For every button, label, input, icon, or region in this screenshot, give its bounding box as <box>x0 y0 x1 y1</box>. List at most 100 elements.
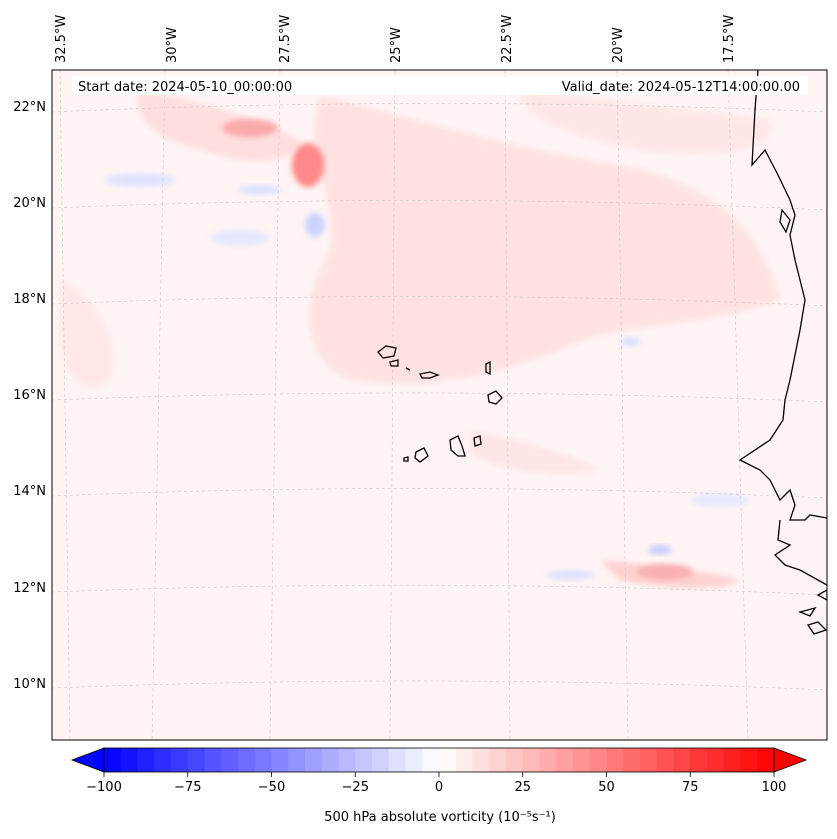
colorbar-cell <box>455 748 473 772</box>
cape-verde-island-fogo <box>414 447 429 463</box>
longitude-label: 17.5°W <box>722 15 737 63</box>
colorbar-cell <box>388 748 406 772</box>
colorbar-cell <box>673 748 691 772</box>
colorbar-tick-label: −75 <box>174 780 201 795</box>
date-header-background <box>72 76 808 95</box>
colorbar-label: 500 hPa absolute vorticity (10⁻⁵s⁻¹) <box>324 810 556 825</box>
colorbar-cell <box>539 748 557 772</box>
colorbar-cell <box>690 748 708 772</box>
colorbar-cell <box>204 748 222 772</box>
colorbar-ticks: −100 −75 −50 −25 0 25 50 75 100 <box>86 772 786 795</box>
coastal-island <box>779 208 791 234</box>
cape-verde-island-santa-luzia <box>405 367 411 371</box>
cape-verde-island-boa-vista <box>487 390 503 405</box>
coastlines <box>377 70 827 635</box>
colorbar-cell <box>573 748 591 772</box>
colorbar-cell <box>355 748 373 772</box>
colorbar: −100 −75 −50 −25 0 25 50 75 100 500 hPa absolute… <box>70 747 808 825</box>
start-date-label: Start date: 2024-05-10_00:00:00 <box>78 80 292 95</box>
colorbar-cell <box>472 748 490 772</box>
colorbar-cell <box>439 748 457 772</box>
cape-verde-island-santo-antao <box>377 345 397 359</box>
vorticity-minimum <box>545 570 595 580</box>
colorbar-cell <box>422 748 440 772</box>
colorbar-tick-label: 100 <box>762 780 787 795</box>
longitude-label: 30°W <box>165 27 180 63</box>
parallel-line <box>52 103 827 113</box>
colorbar-cells <box>104 748 775 772</box>
colorbar-cell <box>338 748 356 772</box>
colorbar-cell <box>606 748 624 772</box>
vorticity-minimum <box>620 337 640 347</box>
longitude-labels: 32.5°W 30°W 27.5°W 25°W 22.5°W 20°W 17.5… <box>54 15 737 63</box>
latitude-label: 22°N <box>13 100 46 115</box>
vorticity-minimum <box>648 545 672 555</box>
latitude-labels: 22°N 20°N 18°N 16°N 14°N 12°N 10°N <box>13 100 46 692</box>
colorbar-tick-label: 0 <box>435 780 443 795</box>
longitude-label: 25°W <box>389 27 404 63</box>
parallel-line <box>52 584 827 596</box>
colorbar-cell <box>556 748 574 772</box>
coastal-island <box>806 621 827 635</box>
meridian-line <box>59 70 71 740</box>
colorbar-tick-label: −100 <box>86 780 122 795</box>
graticule <box>52 70 827 740</box>
colorbar-cell <box>372 748 390 772</box>
colorbar-cell <box>723 748 741 772</box>
colorbar-cell <box>589 748 607 772</box>
meridian-line <box>151 70 166 740</box>
colorbar-cell <box>154 748 172 772</box>
meridian-line <box>389 70 396 740</box>
map-panel: Start date: 2024-05-10_00:00:00 Valid_da… <box>51 69 828 741</box>
positive-vorticity-region <box>138 90 300 161</box>
colorbar-cell <box>623 748 641 772</box>
colorbar-cell <box>489 748 507 772</box>
colorbar-tick-label: −25 <box>342 780 369 795</box>
latitude-label: 10°N <box>13 677 46 692</box>
colorbar-cell <box>305 748 323 772</box>
colorbar-low-extension <box>70 747 105 773</box>
colorbar-cell <box>238 748 256 772</box>
vorticity-field <box>60 90 780 588</box>
positive-vorticity-region <box>470 430 600 475</box>
colorbar-cell <box>656 748 674 772</box>
colorbar-tick-label: 75 <box>682 780 699 795</box>
cape-verde-island-maio <box>473 435 482 447</box>
parallel-line <box>52 392 827 403</box>
colorbar-cell <box>221 748 239 772</box>
colorbar-cell <box>104 748 122 772</box>
longitude-label: 32.5°W <box>54 15 69 63</box>
colorbar-tick-label: 25 <box>514 780 531 795</box>
colorbar-cell <box>187 748 205 772</box>
colorbar-cell <box>757 748 775 772</box>
colorbar-cell <box>288 748 306 772</box>
cape-verde-island-brava <box>403 456 409 462</box>
latitude-label: 14°N <box>13 484 46 499</box>
positive-vorticity-region <box>60 280 113 389</box>
latitude-label: 12°N <box>13 581 46 596</box>
colorbar-cell <box>254 748 272 772</box>
vorticity-minimum <box>690 493 750 507</box>
meridian-line <box>727 70 749 740</box>
vorticity-minimum <box>305 213 325 237</box>
valid-date-label: Valid_date: 2024-05-12T14:00:00.00 <box>562 80 800 95</box>
colorbar-cell <box>506 748 524 772</box>
positive-vorticity-region <box>520 90 772 154</box>
parallel-line <box>52 680 827 691</box>
cape-verde-island-sal <box>485 360 491 376</box>
cape-verde-island-sao-nicolau <box>419 371 440 379</box>
colorbar-cell <box>740 748 758 772</box>
parallel-line <box>52 488 827 499</box>
latitude-label: 18°N <box>13 292 46 307</box>
colorbar-cell <box>321 748 339 772</box>
cape-verde-island-sao-vicente <box>389 359 399 367</box>
meridian-line <box>269 70 281 740</box>
latitude-label: 20°N <box>13 196 46 211</box>
cape-verde-island-santiago <box>449 435 466 457</box>
meridian-line <box>504 70 511 740</box>
colorbar-tick-label: −50 <box>258 780 285 795</box>
colorbar-cell <box>137 748 155 772</box>
colorbar-cell <box>120 748 138 772</box>
parallel-line <box>52 200 827 211</box>
